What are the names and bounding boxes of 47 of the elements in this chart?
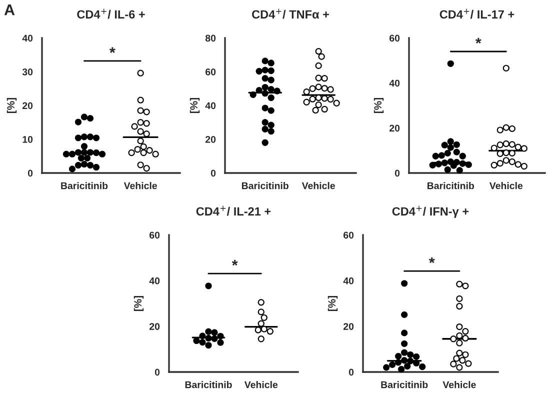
- y-tick-label: 80: [205, 34, 216, 42]
- x-tick-label: Baricitinib: [428, 182, 474, 190]
- y-tick-label: 60: [206, 68, 216, 76]
- y-tick-label: 40: [149, 277, 160, 284]
- y-tick-label: 40: [205, 102, 216, 110]
- x-tick-label: Vehicle: [442, 381, 476, 388]
- y-tick-label: 0: [28, 170, 33, 177]
- y-axis-title: [%]: [190, 98, 200, 114]
- x-tick-label: Baricitinib: [381, 381, 428, 388]
- y-tick-label: 0: [348, 368, 354, 376]
- x-tick-label: Baricitinib: [61, 182, 108, 190]
- x-tick-label: Baricitinib: [242, 182, 288, 190]
- y-tick-label: 60: [390, 34, 400, 42]
- y-tick-label: 40: [389, 80, 400, 87]
- y-tick-label: 30: [22, 68, 33, 76]
- y-tick-label: 10: [22, 136, 33, 143]
- chart-title: CD4$^{+}$/ IL-6 +: [77, 8, 145, 19]
- annotation: *: [428, 257, 435, 264]
- y-tick-label: 0: [394, 170, 400, 177]
- chart-title: CD4$^{+}$/ TNFα +: [252, 8, 329, 19]
- x-tick-label: Vehicle: [244, 381, 278, 388]
- chart-title: CD4$^{+}$/ IL-21 +: [196, 206, 271, 216]
- x-tick-label: Vehicle: [489, 182, 523, 190]
- y-tick-label: 60: [150, 232, 160, 239]
- y-axis-title: [%]: [134, 296, 144, 312]
- annotation: *: [232, 260, 238, 266]
- chart-title: CD4$^{+}$/ IFN-γ +: [392, 206, 469, 218]
- y-tick-label: 40: [22, 34, 33, 42]
- x-tick-label: Vehicle: [124, 182, 157, 190]
- y-tick-label: 40: [343, 277, 354, 284]
- y-tick-label: 0: [154, 368, 160, 376]
- y-axis-title: [%]: [6, 98, 17, 114]
- y-tick-label: 20: [205, 136, 216, 143]
- y-tick-label: 20: [149, 323, 160, 330]
- x-tick-label: Vehicle: [302, 182, 335, 190]
- y-tick-label: 20: [389, 124, 400, 132]
- text: A: [4, 4, 15, 16]
- chart-title: CD4$^{+}$/ IL-17 +: [440, 8, 514, 19]
- y-axis-title: [%]: [374, 98, 384, 114]
- annotation: *: [475, 38, 482, 44]
- y-tick-label: 60: [344, 232, 354, 239]
- y-axis-title: [%]: [328, 296, 338, 312]
- y-tick-label: 0: [210, 170, 216, 177]
- x-tick-label: Baricitinib: [185, 381, 232, 388]
- annotation: *: [109, 47, 116, 53]
- y-tick-label: 20: [22, 102, 33, 110]
- y-tick-label: 20: [343, 323, 354, 330]
